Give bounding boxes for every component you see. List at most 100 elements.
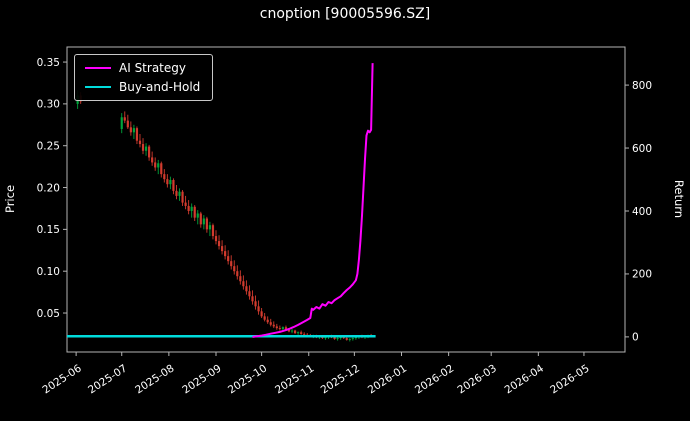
candle-body bbox=[151, 157, 154, 163]
candle-body bbox=[287, 329, 291, 332]
legend-item-ai-strategy: AI Strategy bbox=[85, 62, 200, 74]
candle-body bbox=[284, 327, 288, 330]
candle-body bbox=[272, 324, 275, 327]
x-tick-label: 2025-10 bbox=[226, 362, 269, 396]
price-tick-label: 0.15 bbox=[37, 224, 60, 236]
candle-body bbox=[224, 251, 227, 257]
chart-title: cnoption [90005596.SZ] bbox=[259, 6, 431, 22]
candle-body bbox=[217, 241, 221, 247]
candle-body bbox=[263, 316, 266, 320]
candle-body bbox=[175, 190, 178, 196]
candle-body bbox=[172, 180, 175, 191]
x-tick-label: 2026-03 bbox=[456, 362, 499, 396]
legend-label-buy-and-hold: Buy-and-Hold bbox=[119, 80, 201, 94]
candle-body bbox=[345, 338, 348, 340]
x-tick-label: 2026-02 bbox=[413, 362, 456, 396]
x-tick-label: 2025-12 bbox=[319, 362, 362, 396]
ai-strategy-line bbox=[252, 63, 374, 338]
y-axis-label-price: Price bbox=[3, 185, 17, 213]
buy-and-hold-line-swatch bbox=[85, 86, 111, 88]
price-tick-label: 0.35 bbox=[37, 57, 60, 69]
candle-body bbox=[230, 261, 233, 267]
candle-body bbox=[342, 337, 345, 339]
candle-body bbox=[269, 322, 272, 325]
x-tick-label: 2026-01 bbox=[366, 362, 409, 396]
candle-body bbox=[303, 333, 306, 335]
candle-body bbox=[333, 337, 336, 339]
candle-body bbox=[324, 337, 327, 339]
candle-body bbox=[239, 276, 242, 282]
price-tick-label: 0.25 bbox=[37, 141, 60, 153]
candle-body bbox=[166, 179, 169, 185]
candle-body bbox=[339, 337, 342, 339]
candle-body bbox=[293, 330, 297, 334]
candle-body bbox=[157, 163, 160, 168]
candle-body bbox=[123, 117, 126, 121]
candle-body bbox=[260, 311, 263, 317]
x-tick-label: 2025-06 bbox=[40, 362, 84, 396]
candle-body bbox=[129, 127, 132, 133]
candle-body bbox=[178, 191, 181, 196]
plot-frame bbox=[66, 46, 626, 353]
candle-body bbox=[351, 338, 354, 340]
candle-body bbox=[300, 332, 303, 334]
candle-body bbox=[220, 246, 224, 252]
candle-body bbox=[160, 163, 163, 175]
candle-body bbox=[248, 291, 251, 297]
candle-body bbox=[281, 327, 285, 329]
return-tick-label: 0 bbox=[632, 332, 639, 344]
candle-body bbox=[144, 146, 148, 151]
candle-body bbox=[148, 146, 151, 158]
candle-body bbox=[290, 330, 294, 332]
price-tick-label: 0.10 bbox=[37, 266, 60, 278]
x-tick-label: 2025-09 bbox=[180, 362, 223, 396]
candle-body bbox=[211, 225, 215, 237]
candle-body bbox=[336, 338, 339, 340]
candle-body bbox=[163, 174, 166, 180]
candle-body bbox=[254, 301, 257, 307]
candle-body bbox=[257, 306, 260, 312]
candle-body bbox=[275, 326, 278, 329]
legend-label-ai-strategy: AI Strategy bbox=[119, 61, 186, 75]
legend-item-buy-and-hold: Buy-and-Hold bbox=[85, 81, 200, 93]
candle-body bbox=[138, 140, 142, 145]
candle-body bbox=[354, 337, 357, 339]
candle-body bbox=[169, 180, 172, 185]
price-tick-label: 0.05 bbox=[37, 308, 60, 320]
candle-body bbox=[187, 205, 190, 211]
return-tick-label: 800 bbox=[632, 80, 652, 92]
candle-body bbox=[199, 213, 202, 225]
candle-body bbox=[214, 236, 218, 242]
candle-body bbox=[208, 225, 212, 230]
candle-body bbox=[184, 202, 187, 206]
legend: AI Strategy Buy-and-Hold bbox=[74, 54, 214, 101]
candle-body bbox=[266, 319, 269, 323]
ai-strategy-line-swatch bbox=[85, 67, 111, 69]
candle-body bbox=[154, 162, 157, 168]
candle-body bbox=[193, 206, 196, 218]
candle-body bbox=[135, 128, 139, 141]
candle-body bbox=[278, 328, 281, 329]
return-tick-label: 400 bbox=[632, 206, 652, 218]
candle-body bbox=[205, 218, 208, 230]
candle-body bbox=[126, 120, 129, 128]
candle-body bbox=[251, 296, 254, 302]
x-tick-label: 2026-04 bbox=[503, 362, 547, 396]
y-axis-label-return: Return bbox=[672, 180, 686, 218]
return-tick-label: 200 bbox=[632, 269, 652, 281]
candle-body bbox=[227, 256, 230, 262]
candle-body bbox=[141, 144, 145, 151]
candle-body bbox=[245, 286, 248, 292]
candle-body bbox=[181, 191, 184, 203]
x-tick-label: 2026-05 bbox=[548, 362, 591, 396]
candle-body bbox=[297, 332, 300, 334]
candle-body bbox=[242, 281, 245, 287]
candle-body bbox=[196, 213, 199, 218]
price-tick-label: 0.30 bbox=[37, 99, 60, 111]
candle-body bbox=[120, 117, 123, 129]
x-tick-label: 2025-11 bbox=[273, 362, 316, 396]
x-tick-label: 2025-07 bbox=[86, 362, 129, 396]
candle-body bbox=[202, 218, 205, 225]
